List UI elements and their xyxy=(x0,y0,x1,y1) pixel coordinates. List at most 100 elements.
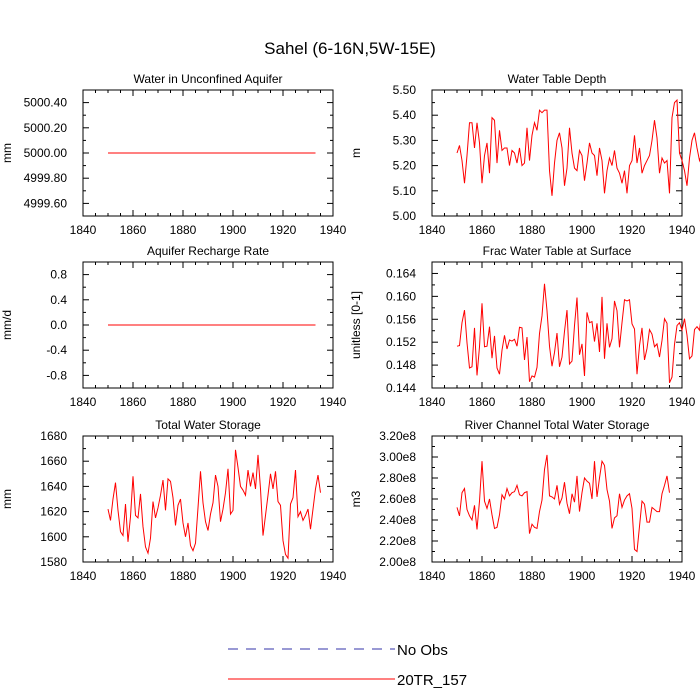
x-tick-label: 1860 xyxy=(469,569,496,583)
x-tick-label: 1920 xyxy=(619,569,646,583)
chart-title: Water in Unconfined Aquifer xyxy=(134,72,283,86)
y-tick-label: 0.8 xyxy=(50,268,67,282)
x-tick-label: 1880 xyxy=(519,569,546,583)
y-tick-label: 3.00e8 xyxy=(379,450,416,464)
series-line-20tr-157 xyxy=(456,283,700,384)
y-tick-label: 5.50 xyxy=(393,83,417,97)
y-tick-label: 5.30 xyxy=(393,133,417,147)
y-tick-label: 1580 xyxy=(40,555,67,569)
chart-title: Total Water Storage xyxy=(155,418,261,432)
y-tick-label: 5.00 xyxy=(393,209,417,223)
y-tick-label: 1640 xyxy=(40,479,67,493)
x-tick-label: 1840 xyxy=(419,569,446,583)
y-tick-label: 0.148 xyxy=(386,358,416,372)
series-line-20tr-157 xyxy=(456,98,700,196)
figure-title: Sahel (6-16N,5W-15E) xyxy=(264,39,436,58)
x-tick-label: 1940 xyxy=(669,223,696,237)
y-tick-label: 0.160 xyxy=(386,289,416,303)
y-tick-label: 5.20 xyxy=(393,159,417,173)
chart-title: River Channel Total Water Storage xyxy=(465,418,650,432)
chart-title: Water Table Depth xyxy=(508,72,607,86)
legend: No Obs 20TR_157 xyxy=(228,642,467,689)
x-tick-label: 1860 xyxy=(469,223,496,237)
x-tick-label: 1940 xyxy=(669,569,696,583)
x-tick-label: 1840 xyxy=(419,395,446,409)
y-axis-label: mm xyxy=(0,143,14,163)
x-tick-label: 1900 xyxy=(569,569,596,583)
y-tick-label: 4999.60 xyxy=(24,196,68,210)
y-axis-label: mm xyxy=(0,489,14,509)
x-tick-label: 1920 xyxy=(270,395,297,409)
y-axis-label: m3 xyxy=(349,490,363,507)
y-tick-label: 0.4 xyxy=(50,293,67,307)
x-tick-label: 1880 xyxy=(170,569,197,583)
chart-panel-3: Aquifer Recharge Rate mm/d 1840 1860 1880 190… xyxy=(0,244,347,409)
x-tick-label: 1920 xyxy=(619,395,646,409)
x-tick-label: 1840 xyxy=(70,569,97,583)
y-tick-label: 0.156 xyxy=(386,312,416,326)
x-tick-label: 1840 xyxy=(70,395,97,409)
x-tick-label: 1880 xyxy=(170,395,197,409)
y-tick-label: 0.164 xyxy=(386,266,416,280)
chart-title: Frac Water Table at Surface xyxy=(483,244,632,258)
legend-label-no-obs: No Obs xyxy=(397,642,448,659)
y-tick-label: 0.0 xyxy=(50,318,67,332)
x-tick-label: 1940 xyxy=(320,223,347,237)
x-tick-label: 1900 xyxy=(220,569,247,583)
x-tick-label: 1840 xyxy=(70,223,97,237)
y-tick-label: 5000.00 xyxy=(24,146,68,160)
legend-label-20tr-157: 20TR_157 xyxy=(397,672,467,689)
plot-frame xyxy=(431,261,683,389)
x-tick-label: 1840 xyxy=(419,223,446,237)
x-tick-label: 1880 xyxy=(519,395,546,409)
y-tick-label: 5.10 xyxy=(393,184,417,198)
x-tick-label: 1900 xyxy=(569,395,596,409)
x-tick-label: 1920 xyxy=(270,223,297,237)
plot-frame xyxy=(82,435,334,563)
x-tick-label: 1940 xyxy=(669,395,696,409)
y-tick-label: 2.40e8 xyxy=(379,513,416,527)
y-tick-label: 1600 xyxy=(40,530,67,544)
chart-panel-5: Total Water Storage mm 1840 1860 1880 1900 192… xyxy=(0,418,347,583)
chart-panel-2: Water Table Depth m 1840 1860 1880 1900 1920 19… xyxy=(349,72,700,237)
y-tick-label: 1660 xyxy=(40,454,67,468)
chart-panel-1: Water in Unconfined Aquifer mm 1840 1860 188… xyxy=(0,72,347,237)
y-tick-label: 1680 xyxy=(40,429,67,443)
x-tick-label: 1900 xyxy=(220,223,247,237)
chart-panel-6: River Channel Total Water Storage m3 1840 1… xyxy=(349,418,696,583)
x-tick-label: 1940 xyxy=(320,569,347,583)
y-tick-label: 2.00e8 xyxy=(379,555,416,569)
y-tick-label: -0.8 xyxy=(46,368,67,382)
y-tick-label: 2.60e8 xyxy=(379,492,416,506)
y-tick-label: 2.20e8 xyxy=(379,534,416,548)
y-tick-label: 0.144 xyxy=(386,381,416,395)
y-axis-label: m xyxy=(349,148,363,158)
x-tick-label: 1860 xyxy=(120,395,147,409)
y-tick-label: 3.20e8 xyxy=(379,429,416,443)
y-tick-label: 5.40 xyxy=(393,108,417,122)
y-tick-label: 5000.40 xyxy=(24,96,68,110)
y-axis-label: unitless [0-1] xyxy=(349,291,363,359)
y-tick-label: 1620 xyxy=(40,505,67,519)
x-tick-label: 1860 xyxy=(120,223,147,237)
y-tick-label: 5000.20 xyxy=(24,121,68,135)
y-tick-label: 4999.80 xyxy=(24,171,68,185)
y-tick-label: -0.4 xyxy=(46,343,67,357)
series-line-20tr-157 xyxy=(107,449,321,560)
y-tick-label: 2.80e8 xyxy=(379,471,416,485)
x-tick-label: 1880 xyxy=(519,223,546,237)
chart-panel-4: Frac Water Table at Surface unitless [0-1… xyxy=(349,244,700,409)
y-tick-label: 0.152 xyxy=(386,335,416,349)
chart-title: Aquifer Recharge Rate xyxy=(147,244,269,258)
x-tick-label: 1860 xyxy=(469,395,496,409)
x-tick-label: 1920 xyxy=(270,569,297,583)
y-axis-label: mm/d xyxy=(0,310,14,340)
x-tick-label: 1940 xyxy=(320,395,347,409)
plot-frame xyxy=(431,435,683,563)
x-tick-label: 1920 xyxy=(619,223,646,237)
plot-frame xyxy=(431,89,683,217)
x-tick-label: 1880 xyxy=(170,223,197,237)
x-tick-label: 1860 xyxy=(120,569,147,583)
series-line-20tr-157 xyxy=(456,454,670,553)
